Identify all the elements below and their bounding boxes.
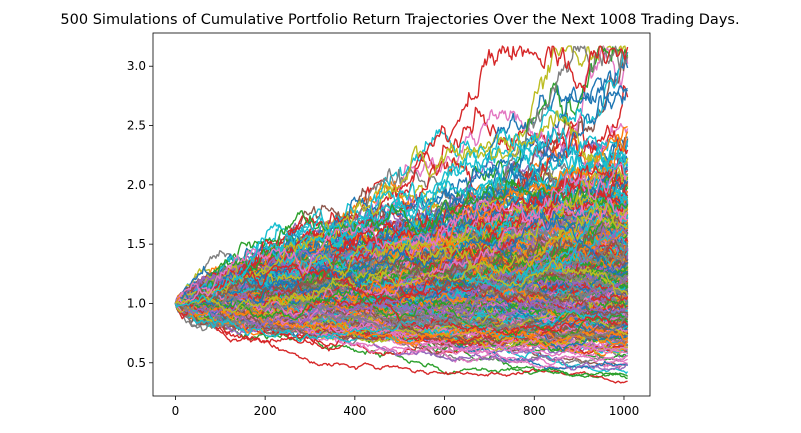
simulation-line xyxy=(175,296,628,328)
series-layer xyxy=(174,45,629,384)
x-tick-label: 1000 xyxy=(609,404,640,418)
x-tick-label: 800 xyxy=(523,404,546,418)
simulation-line xyxy=(175,128,629,310)
x-axis: 0 200 400 600 800 1000 xyxy=(172,396,640,418)
simulation-line xyxy=(174,127,628,308)
simulation-line xyxy=(175,256,628,317)
simulation-line xyxy=(174,298,628,342)
y-tick-label: 2.0 xyxy=(127,178,146,192)
simulation-line xyxy=(175,300,628,384)
simulation-line xyxy=(174,239,629,314)
x-tick-label: 600 xyxy=(433,404,456,418)
simulation-line xyxy=(174,272,628,319)
chart-title: 500 Simulations of Cumulative Portfolio … xyxy=(60,12,739,28)
y-tick-label: 1.5 xyxy=(127,237,146,251)
y-tick-label: 3.0 xyxy=(127,59,146,73)
y-axis: 0.5 1.0 1.5 2.0 2.5 3.0 xyxy=(127,59,153,370)
x-tick-label: 200 xyxy=(254,404,277,418)
x-tick-label: 0 xyxy=(172,404,180,418)
simulation-line xyxy=(174,296,629,326)
simulation-line xyxy=(174,168,629,307)
simulation-line xyxy=(174,110,629,311)
y-tick-label: 1.0 xyxy=(127,296,146,310)
x-tick-label: 400 xyxy=(343,404,366,418)
simulation-line xyxy=(174,275,629,314)
plot-frame xyxy=(152,32,651,397)
y-tick-label: 2.5 xyxy=(127,119,146,133)
simulation-line xyxy=(175,163,628,305)
y-tick-label: 0.5 xyxy=(127,356,146,370)
